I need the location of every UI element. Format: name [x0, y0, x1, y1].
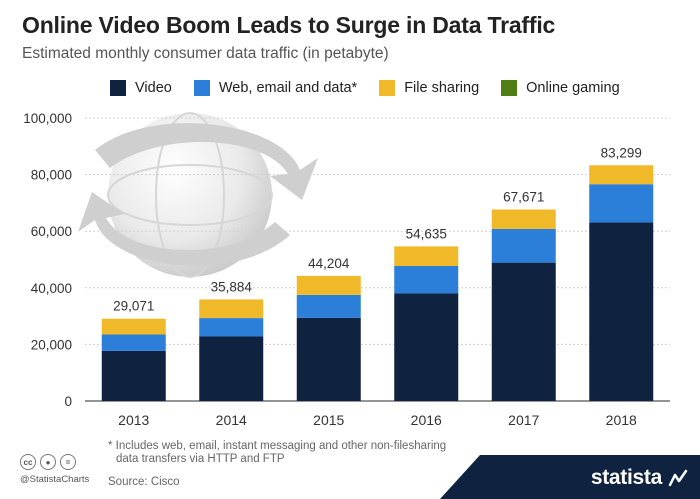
total-data-label: 29,071 [113, 299, 154, 314]
bar-segment-web-email-and-data [589, 184, 654, 223]
bar-segment-video [199, 336, 264, 401]
cc-icon[interactable]: cc [20, 454, 36, 470]
footnote: * Includes web, email, instant messaging… [108, 440, 468, 466]
twitter-handle[interactable]: @StatistaCharts [20, 474, 90, 485]
y-tick-label: 60,000 [31, 224, 72, 239]
bar-segment-video [589, 222, 654, 401]
total-data-label: 35,884 [211, 279, 253, 294]
bar-segment-video [101, 350, 166, 401]
legend-item-file-sharing: File sharing [379, 80, 479, 96]
license-icons: cc ● = [20, 454, 76, 470]
statista-logo-icon [668, 469, 688, 487]
x-axis: 2013 2014 2015 2016 2017 2018 [118, 412, 637, 428]
total-data-label: 44,204 [308, 256, 350, 271]
legend-swatch-file-sharing [379, 80, 396, 96]
bar-segment-web-email-and-data [491, 228, 556, 263]
bars: 29,071 35,884 44,204 54,635 67,671 83,299 [101, 145, 654, 401]
bar-segment-file-sharing [491, 209, 556, 229]
y-tick-label: 80,000 [31, 168, 72, 183]
statista-logo-text[interactable]: statista [590, 466, 662, 489]
bar-segment-file-sharing [296, 275, 361, 295]
bar-segment-web-email-and-data [296, 294, 361, 318]
legend-item-online-gaming: Online gaming [501, 80, 620, 96]
chart-title: Online Video Boom Leads to Surge in Data… [22, 12, 556, 38]
legend-label-file-sharing: File sharing [404, 80, 480, 96]
y-tick-label: 0 [64, 394, 72, 409]
legend: Video Web, email and data* File sharing … [110, 80, 620, 96]
footnote-line-1: * Includes web, email, instant messaging… [108, 440, 447, 452]
globe-background-icon [78, 112, 318, 278]
x-tick-label: 2018 [606, 412, 637, 428]
bar-segment-web-email-and-data [394, 266, 459, 294]
source-note: Source: Cisco [108, 476, 180, 488]
legend-swatch-web [193, 80, 210, 96]
legend-item-video: Video [110, 80, 172, 96]
total-data-label: 54,635 [406, 226, 447, 241]
x-tick-label: 2017 [508, 412, 539, 428]
bar-segment-video [296, 317, 361, 401]
y-tick-label: 40,000 [31, 281, 72, 296]
bar-segment-web-email-and-data [101, 334, 166, 351]
gridlines [85, 117, 670, 402]
legend-swatch-video [110, 80, 126, 96]
stacked-bar-chart: 0 20,000 40,000 60,000 80,000 100,000 29,071 3… [23, 111, 670, 428]
bar-segment-web-email-and-data [199, 318, 264, 337]
bar-segment-file-sharing [589, 165, 654, 185]
legend-label-web: Web, email and data* [218, 80, 358, 96]
y-tick-label: 100,000 [23, 111, 72, 126]
y-tick-label: 20,000 [31, 337, 72, 352]
y-axis: 0 20,000 40,000 60,000 80,000 100,000 [23, 111, 72, 409]
chart-subtitle: Estimated monthly consumer data traffic … [22, 45, 389, 62]
total-data-label: 83,299 [601, 145, 642, 160]
legend-item-web: Web, email and data* [193, 80, 358, 96]
x-tick-label: 2013 [118, 412, 149, 428]
x-tick-label: 2015 [313, 412, 344, 428]
total-data-label: 67,671 [503, 189, 544, 204]
legend-swatch-online-gaming [501, 80, 518, 96]
attribution-icon[interactable]: ● [40, 454, 56, 470]
legend-label-online-gaming: Online gaming [526, 80, 620, 96]
x-tick-label: 2014 [216, 412, 247, 428]
bar-segment-file-sharing [199, 299, 264, 319]
bar-segment-video [491, 262, 556, 401]
bar-segment-video [394, 293, 459, 401]
no-derivatives-icon[interactable]: = [60, 454, 76, 470]
bar-segment-file-sharing [394, 246, 459, 267]
footnote-line-2: data transfers via HTTP and FTP [116, 453, 285, 465]
brand-band [440, 455, 700, 499]
bar-segment-file-sharing [101, 318, 166, 335]
legend-label-video: Video [135, 80, 172, 96]
x-tick-label: 2016 [411, 412, 442, 428]
